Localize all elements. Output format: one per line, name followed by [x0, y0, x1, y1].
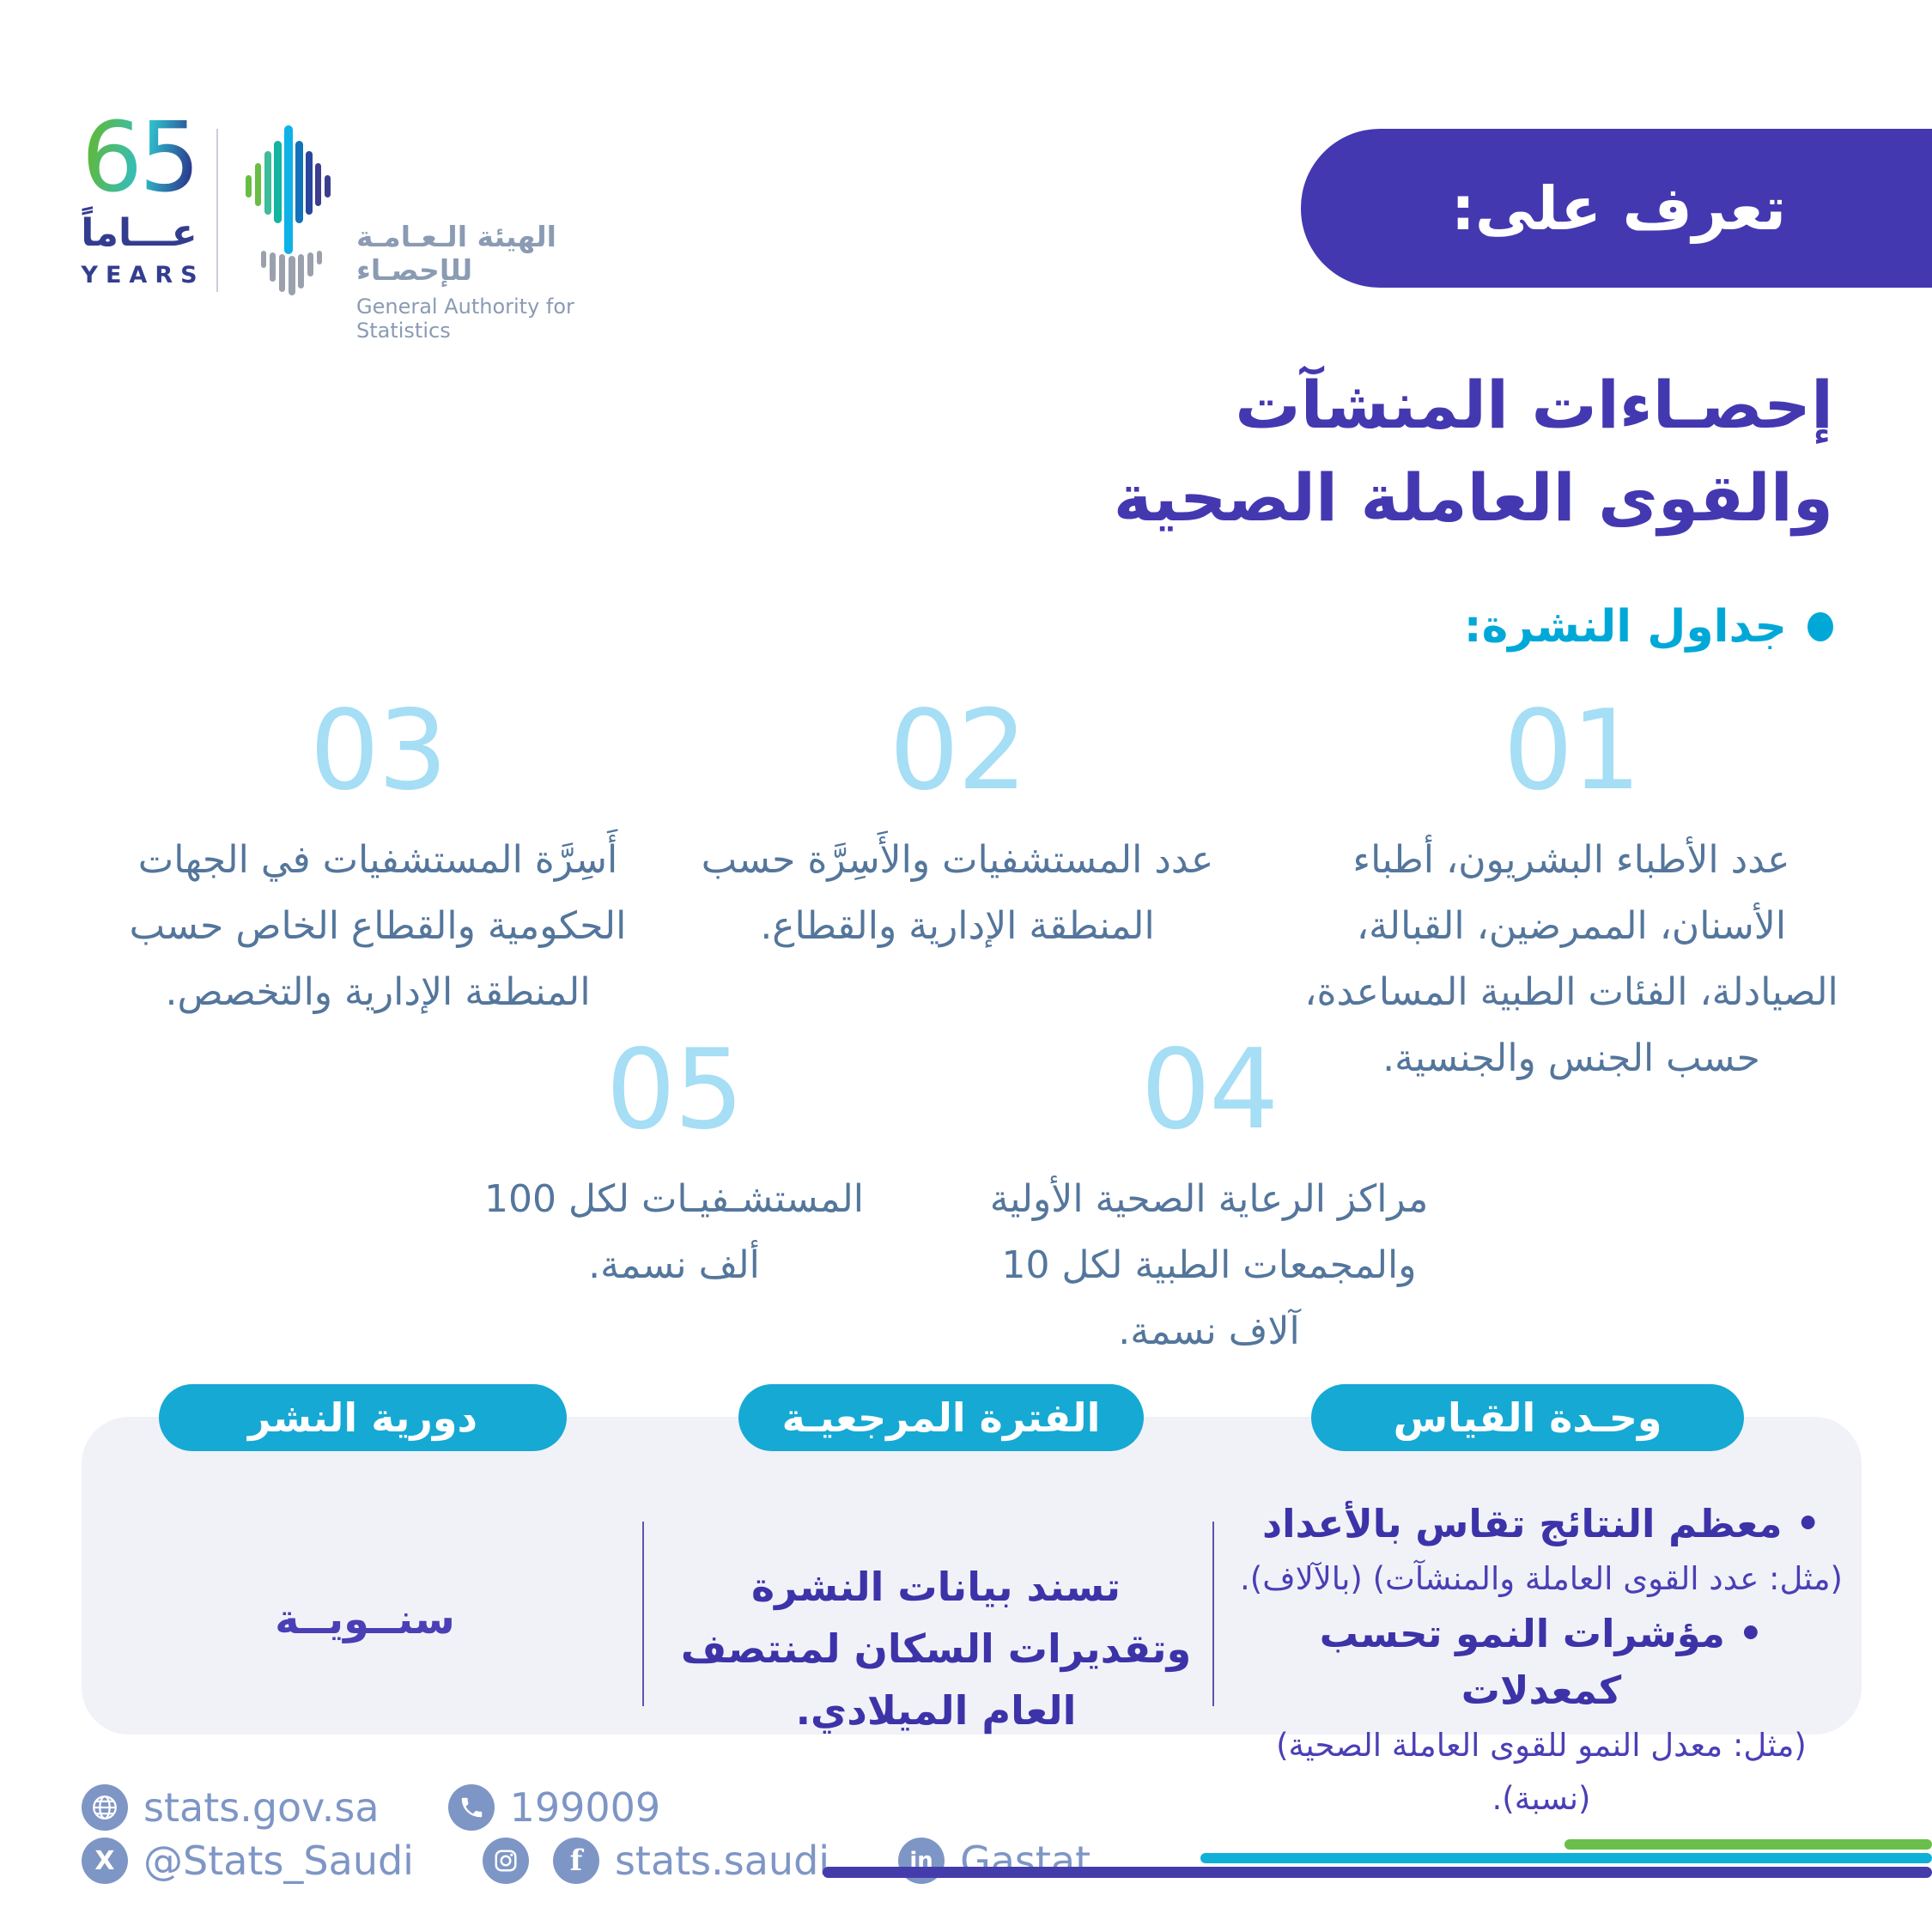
footer-phone[interactable]: 199009: [447, 1784, 661, 1831]
table-item-number: 03: [309, 687, 448, 815]
table-item-text: مراكز الرعاية الصحية الأولية والمجمعات ا…: [989, 1177, 1429, 1353]
instagram-icon: [482, 1838, 529, 1884]
phone-icon: [447, 1784, 495, 1831]
facebook-icon: f: [552, 1838, 599, 1884]
metadata-panel: [82, 1417, 1862, 1735]
bullet-dot-icon: [1807, 612, 1833, 641]
table-item-01: 01 عدد الأطباء البشريون، أطباء الأسنان، …: [1288, 691, 1855, 1091]
x-twitter-icon: X: [82, 1838, 128, 1884]
page-title: إحصـاءات المنشآت والقوى العاملة الصحية: [0, 359, 1833, 544]
footer-website[interactable]: stats.gov.sa: [82, 1784, 380, 1831]
table-item-number: 04: [1140, 1026, 1279, 1154]
table-item-number: 02: [889, 687, 1028, 815]
anniversary-word-english: YEARS: [81, 262, 205, 289]
table-item-05: 05 المستشـفيـات لكل 100 ألف نسمة.: [451, 1030, 897, 1298]
periodicity-body: سنــويــة: [275, 1595, 455, 1643]
globe-icon: [82, 1784, 128, 1831]
table-item-text: عدد الأطباء البشريون، أطباء الأسنان، الم…: [1304, 838, 1838, 1080]
section-label-publication-tables: جداول النشرة:: [1464, 601, 1833, 653]
accent-line-green: [1564, 1839, 1932, 1850]
measurement-example-2: (مثل: معدل النمو للقوى العاملة الصحية) (…: [1276, 1727, 1807, 1817]
pill-publication-periodicity: دورية النشر: [159, 1384, 567, 1451]
pill-unit-of-measurement: وحـدة القياس: [1311, 1384, 1744, 1451]
phone-number[interactable]: 199009: [509, 1784, 661, 1831]
anniversary-65-logo: 65 عـــاماً YEARS: [79, 110, 201, 289]
pill-label: وحـدة القياس: [1393, 1394, 1662, 1441]
measurement-point-2: • مؤشرات النمو تحسب كمعدلات: [1319, 1611, 1764, 1713]
table-item-text: أَسِرَّة المستشفيات في الجهات الحكومية و…: [129, 838, 627, 1014]
footer-social-accounts[interactable]: f stats.saudi: [482, 1838, 830, 1884]
unit-of-measurement-body: • معظم النتائج تقاس بالأعداد (مثل: عدد ا…: [1236, 1496, 1846, 1826]
accent-line-cyan: [1200, 1853, 1932, 1863]
section-label-text: جداول النشرة:: [1463, 601, 1787, 653]
anniversary-number: 65: [79, 110, 201, 206]
logo-divider: [216, 129, 218, 292]
table-item-number: 01: [1503, 687, 1642, 815]
intro-ribbon: تعرف على:: [1301, 129, 1932, 288]
intro-ribbon-label: تعرف على:: [1450, 173, 1787, 244]
gastat-logo-icon: [244, 122, 340, 299]
reference-period-body: تسند بيانات النشرة وتقديرات السكان لمنتص…: [680, 1564, 1192, 1734]
website-url[interactable]: stats.gov.sa: [143, 1784, 380, 1831]
table-item-03: 03 أَسِرَّة المستشفيات في الجهات الحكومي…: [120, 691, 635, 1025]
page-title-line1: إحصـاءات المنشآت: [1235, 367, 1833, 443]
org-name-arabic: الهيئة الـعـامـة للإحصـاء: [356, 220, 556, 287]
measurement-point-1: • معظم النتائج تقاس بالأعداد: [1262, 1501, 1820, 1546]
anniversary-word-arabic: عـــاماً: [81, 211, 197, 255]
table-item-text: المستشـفيـات لكل 100 ألف نسمة.: [484, 1177, 864, 1287]
table-item-text: عدد المستشفيات والأَسِرَّة حسب المنطقة ا…: [701, 838, 1214, 948]
pill-label: الفترة المرجعيـة: [781, 1394, 1101, 1441]
accent-line-purple: [823, 1867, 1932, 1878]
social-handle[interactable]: stats.saudi: [614, 1838, 830, 1884]
panel-divider: [1212, 1522, 1214, 1706]
pill-reference-period: الفترة المرجعيـة: [738, 1384, 1144, 1451]
footer-row-2: X @Stats_Saudi f stats.saudi in Gastat: [82, 1838, 1159, 1884]
org-name-english: General Authority for Statistics: [356, 295, 574, 343]
pill-label: دورية النشر: [247, 1394, 478, 1441]
footer-x-account[interactable]: X @Stats_Saudi: [82, 1838, 414, 1884]
x-handle[interactable]: @Stats_Saudi: [143, 1838, 414, 1884]
footer-row-1: stats.gov.sa 199009: [82, 1784, 729, 1831]
table-item-02: 02 عدد المستشفيات والأَسِرَّة حسب المنطق…: [700, 691, 1215, 959]
measurement-example-1: (مثل: عدد القوى العاملة والمنشآت) (بالآل…: [1240, 1560, 1843, 1597]
panel-divider: [642, 1522, 644, 1706]
page-title-line2: والقوى العاملة الصحية: [1113, 459, 1833, 536]
table-item-number: 05: [605, 1026, 744, 1154]
org-name-block: الهيئة الـعـامـة للإحصـاء General Author…: [356, 220, 623, 343]
table-item-04: 04 مراكز الرعاية الصحية الأولية والمجمعا…: [969, 1030, 1449, 1364]
